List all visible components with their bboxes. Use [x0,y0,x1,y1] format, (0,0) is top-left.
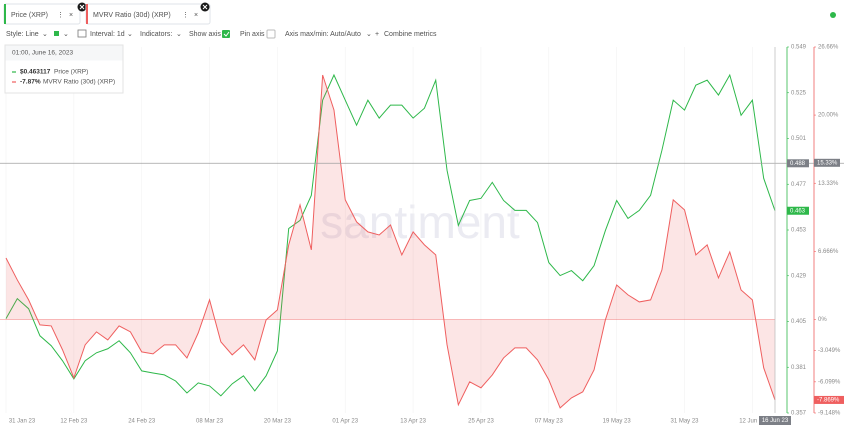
x-tick-label: 20 Mar 23 [264,419,292,425]
y2-tick-label: 26.66% [818,45,839,51]
y-tick-label: 0.453 [791,228,807,234]
tab-close[interactable]: × [194,12,198,19]
axis-minmax-select[interactable]: Axis max/min: Auto/Auto [285,31,361,38]
tooltip-label: MVRV Ratio (30d) (XRP) [43,79,115,86]
tab-menu[interactable]: ⋮ [182,12,189,19]
x-tick-label: 13 Apr 23 [400,419,426,425]
y2-tick-label: 0% [818,317,827,323]
y2-tick-label: -6.099% [818,379,841,385]
tab-label: MVRV Ratio (30d) (XRP) [93,12,171,19]
value-badge-label: 0.463 [790,208,806,214]
style-select[interactable]: Style: Line [6,31,39,38]
dropdown-icon: ⌄ [127,31,133,38]
pin-axis-checkbox[interactable] [266,29,276,39]
pin-axis-label: Pin axis [240,31,265,38]
dropdown-icon: ⌄ [42,31,48,38]
x-tick-label: 07 May 23 [535,419,564,425]
y-tick-label: 0.405 [791,319,807,325]
area [6,75,775,408]
tabs: Price (XRP) ⋮ × MVRV Ratio (30d) (XRP) ⋮… [3,2,836,25]
dropdown-icon: ⌄ [176,31,182,38]
remove-icon [202,4,208,10]
indicators-select[interactable]: Indicators: [140,31,172,38]
show-axis-checkbox[interactable] [222,30,230,38]
interval-select[interactable]: Interval: 1d [90,31,125,38]
x-tick-label: 31 May 23 [671,419,700,425]
tab-menu[interactable]: ⋮ [57,12,64,19]
crosshair-label: 0.488 [790,161,806,167]
x-tick-label: 31 Jan 23 [9,419,36,425]
tooltip-value: -7.87% [20,79,41,86]
y2-tick-label: -9.148% [818,411,841,417]
tab-color [4,4,6,24]
value-badge-label: -7.869% [817,398,840,404]
y-tick-label: 0.525 [791,90,807,96]
y-tick-label: 0.549 [791,45,807,51]
line [5,74,776,409]
x-tick-label: 01 Apr 23 [332,419,358,425]
y-tick-label: 0.381 [791,365,807,371]
value-badge [787,206,809,215]
check-icon [223,31,230,37]
status-dot [830,12,836,18]
x-tick-label: 19 May 23 [603,419,632,425]
tab-color [86,4,88,24]
toolbar: Style: Line ⌄ ⌄ Interval: 1d ⌄ Indicator… [6,29,437,39]
x-tick-label: 08 Mar 23 [196,419,224,425]
date-label: 16 Jun 23 [762,418,789,424]
y-tick-label: 0.501 [791,136,807,142]
y-tick-label: 0.429 [791,273,807,279]
tooltip-label: Price (XRP) [54,69,88,76]
color-picker[interactable] [54,31,59,36]
date-badge [759,416,791,425]
remove-icon [79,4,85,10]
combine-button[interactable]: Combine metrics [384,31,437,38]
line [5,73,776,397]
x-tick-label: 24 Feb 23 [128,419,156,425]
crosshair-badge [814,158,840,167]
y2-tick-label: -3.049% [818,348,841,354]
show-axis-label: Show axis [189,31,221,38]
y-tick-label: 0.477 [791,182,807,188]
dropdown-icon: ⌄ [366,31,372,38]
y2-tick-label: 6.666% [818,249,839,255]
tab-label: Price (XRP) [11,12,48,19]
tooltip: 01:00, June 16, 2023 $0.463117 Price (XR… [4,44,124,94]
tooltip-header [5,45,123,61]
value-badge [814,395,844,404]
x-tick-label: 25 Apr 23 [468,419,494,425]
tooltip-value: $0.463117 [20,69,51,76]
y-tick-label: 0.357 [791,411,807,417]
crosshair-badge [787,159,809,168]
dropdown-icon: ⌄ [63,31,69,38]
calendar-icon [77,29,87,38]
plot: 31 Jan 23 12 Feb 23 24 Feb 23 08 Mar 23 20 M… [0,45,844,425]
y2-tick-label: 20.00% [818,113,839,119]
crosshair-label: 15.33% [817,160,838,166]
tab-close[interactable]: × [69,12,73,19]
tooltip-title: 01:00, June 16, 2023 [12,50,73,57]
y2-tick-label: 13.33% [818,181,839,187]
plus-icon: + [375,31,379,38]
x-tick-label: 12 Jun 23 [739,419,766,425]
x-tick-label: 12 Feb 23 [60,419,88,425]
